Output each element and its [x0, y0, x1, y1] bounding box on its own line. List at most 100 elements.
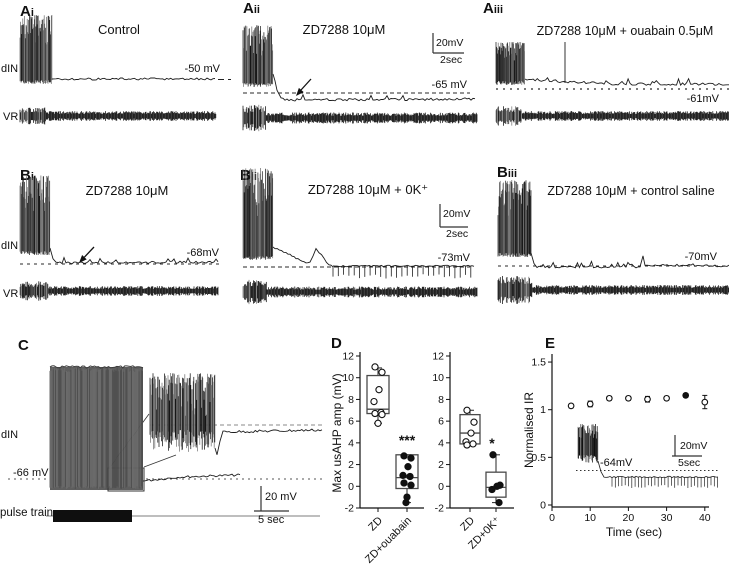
vm-label-ai: -50 mV [185, 63, 221, 75]
inset-vm-label-e: -64mV [600, 457, 633, 469]
panel-ai-traces [19, 15, 217, 125]
boxplot: -2 0 2 4 6 8 10 12 [432, 351, 514, 515]
membrane-trace [51, 77, 216, 81]
panel-title-bi: ZD7288 10μM [86, 183, 169, 198]
data-point [701, 398, 709, 406]
data-point [470, 418, 478, 426]
e-y-axis-label: Normalised IR [522, 392, 536, 468]
data-point [489, 451, 497, 459]
trace-label-din-c: dIN [1, 429, 18, 441]
data-point [370, 397, 378, 406]
trace-label-vr-ai: VR [3, 111, 18, 123]
panel-biii-traces [497, 180, 729, 304]
data-point [402, 498, 410, 507]
data-point [467, 429, 475, 437]
y-tick-label: 2 [348, 459, 354, 471]
membrane-trace [597, 460, 719, 479]
y-tick-label: 8 [348, 394, 354, 406]
data-point [493, 482, 501, 490]
trace-label-vr-bi: VR [3, 288, 18, 300]
y-tick-label: 1.5 [531, 357, 546, 369]
data-point [400, 479, 408, 487]
data-point [407, 481, 415, 489]
y-tick-label: 10 [432, 372, 444, 384]
panel-title-aiii: ZD7288 10μM + ouabain 0.5μM [537, 24, 714, 38]
panel-label-c: C [18, 337, 29, 354]
y-tick-label: 0 [540, 500, 546, 512]
y-tick-label: 12 [432, 351, 444, 363]
data-point [567, 402, 575, 410]
panel-label-aii: Aii [243, 0, 260, 17]
y-tick-label: 0.5 [531, 452, 546, 464]
vm-label-bi: -68mV [187, 247, 220, 259]
boxplot: -2 0 2 4 6 8 10 12 [342, 351, 424, 515]
panel-title-aii: ZD7288 10μM [303, 22, 386, 37]
panel-label-biii: Biii [497, 164, 517, 181]
data-point [586, 400, 594, 408]
scatter-plot: 0 0.5 1 1.5 0 10 20 30 40 [531, 354, 711, 524]
panel-label-e: E [545, 335, 555, 352]
vm-label-aii: -65 mV [432, 79, 468, 91]
x-tick-label: 40 [699, 512, 711, 524]
scalebar-h-label-e: 5sec [678, 457, 700, 469]
data-point [407, 454, 415, 462]
membrane-trace [530, 252, 729, 269]
x-tick-label: 10 [584, 512, 596, 524]
data-point [404, 463, 412, 471]
panel-label-aiii: Aiii [483, 0, 503, 17]
trace-label-din-bi: dIN [1, 240, 18, 252]
panel-aii-traces [242, 25, 478, 132]
data-point [625, 394, 632, 402]
data-point [406, 472, 414, 481]
panel-label-d: D [331, 335, 342, 352]
pulse-train-bar [53, 510, 132, 522]
panel-title-biii: ZD7288 10μM + control saline [547, 184, 714, 198]
panel-aiii-traces [495, 42, 729, 126]
vm-label-biii: -70mV [685, 251, 718, 263]
e-x-axis-label: Time (sec) [606, 525, 662, 539]
y-tick-label: 0 [348, 481, 354, 493]
data-point [399, 471, 407, 480]
y-tick-label: 10 [342, 372, 354, 384]
y-tick-label: 4 [438, 437, 444, 449]
panel-bi-traces [19, 175, 219, 301]
panel-c-traces [49, 365, 323, 489]
y-tick-label: 0 [438, 481, 444, 493]
data-point [469, 440, 477, 448]
arrow-head-icon [79, 255, 87, 263]
x-tick-label: 30 [661, 512, 673, 524]
data-point [463, 441, 471, 449]
x-tick-label: 20 [623, 512, 635, 524]
d-y-axis-label: Max usAHP amp (mV) [330, 373, 344, 492]
y-tick-label: 12 [342, 351, 354, 363]
y-tick-label: 2 [438, 459, 444, 471]
membrane-trace [214, 428, 323, 455]
data-point [371, 409, 379, 418]
vm-label-aiii: -61mV [687, 93, 720, 105]
panel-label-ai: Ai [20, 3, 34, 20]
arrow-line [83, 246, 95, 258]
data-point [371, 363, 379, 371]
panel-title-ai: Control [98, 22, 140, 37]
vm-label-bii: -73mV [438, 252, 471, 264]
membrane-trace [332, 264, 475, 268]
scalebar-h-label-aii: 2sec [440, 54, 462, 66]
data-point [378, 368, 386, 376]
membrane-trace [49, 365, 144, 369]
membrane-trace [272, 73, 476, 102]
y-tick-label: 6 [438, 416, 444, 428]
membrane-trace [49, 247, 219, 265]
membrane-trace [524, 77, 729, 86]
data-point [488, 485, 496, 494]
significance-stars-ouabain: *** [399, 432, 416, 448]
scalebar-v-label-e: 20mV [680, 440, 707, 452]
box [366, 374, 390, 415]
y-tick-label: 4 [348, 437, 354, 449]
y-tick-label: 1 [540, 404, 546, 416]
arrow-line [300, 78, 312, 91]
data-point [644, 395, 651, 403]
category-label-zd-1: ZD [366, 515, 385, 534]
trace-label-din-ai: dIN [1, 63, 18, 75]
